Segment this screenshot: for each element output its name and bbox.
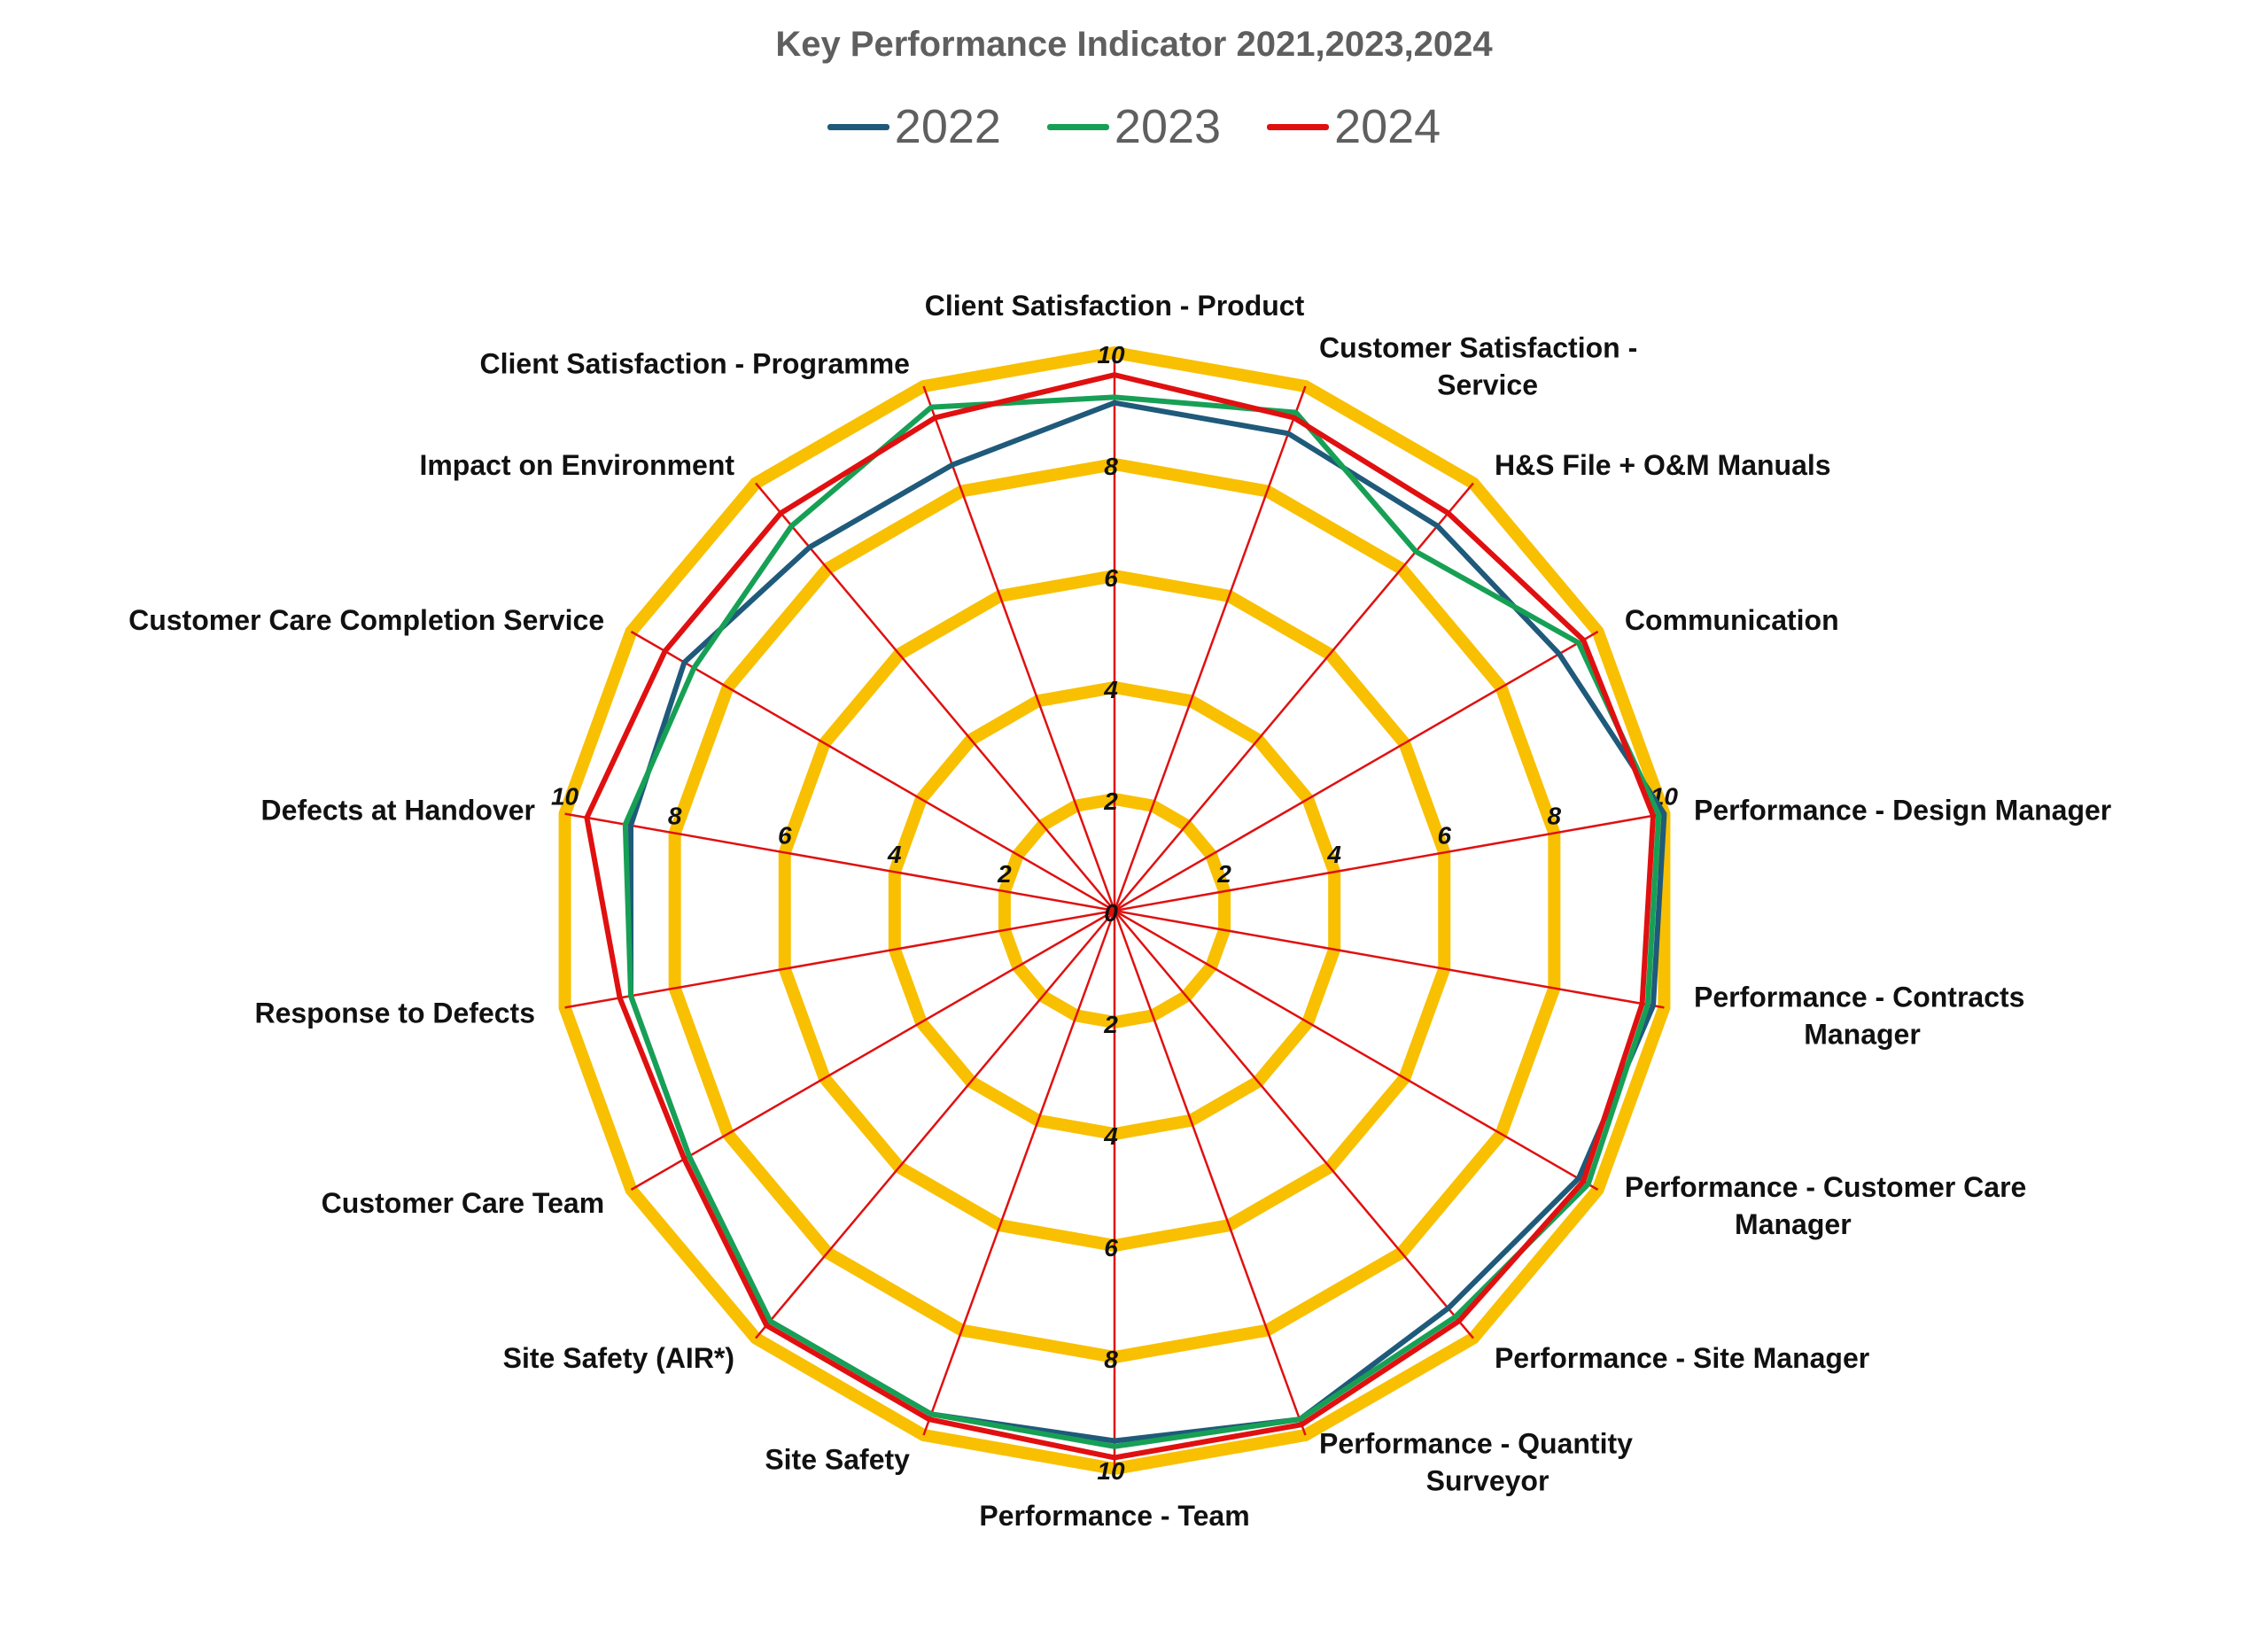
spoke-5 bbox=[1114, 909, 1665, 1009]
axis-label-0: Client Satisfaction - Product bbox=[925, 290, 1305, 322]
legend-item-2023[interactable]: 2023 bbox=[1046, 99, 1222, 154]
tick-label-axis14-10: 10 bbox=[551, 783, 579, 811]
series-line-2022[interactable] bbox=[628, 400, 1667, 1444]
axis-label-8: Performance - Quantity Surveyor bbox=[1319, 1427, 1633, 1496]
axis-label-3: Communication bbox=[1625, 604, 1839, 636]
spoke-6 bbox=[1114, 909, 1599, 1191]
tick-label-axis4-2: 2 bbox=[1216, 860, 1231, 888]
axis-label-5: Performance - Contracts Manager bbox=[1694, 981, 2024, 1050]
spoke-15 bbox=[630, 630, 1115, 912]
spoke-1 bbox=[1113, 385, 1307, 912]
chart-title: Key Performance Indicator 2021,2023,2024 bbox=[775, 25, 1493, 64]
axis-label-13: Response to Defects bbox=[254, 997, 535, 1028]
axis-label-14: Defects at Handover bbox=[261, 795, 535, 827]
legend-swatch-2023 bbox=[1046, 123, 1109, 130]
legend-swatch-2024 bbox=[1267, 123, 1330, 130]
spoke-8 bbox=[1113, 910, 1307, 1436]
axis-label-2: H&S File + O&M Manuals bbox=[1495, 449, 1831, 481]
legend-swatch-2022 bbox=[827, 123, 889, 130]
axis-label-9: Performance - Team bbox=[979, 1500, 1249, 1532]
tick-label-axis4-6: 6 bbox=[1437, 821, 1451, 849]
tick-label-axis4-4: 4 bbox=[1326, 841, 1341, 868]
tick-label-axis0-6: 6 bbox=[1104, 564, 1118, 592]
axis-label-1: Customer Satisfaction -Service bbox=[1319, 332, 1637, 401]
tick-label-axis14-8: 8 bbox=[668, 802, 682, 829]
tick-label-axis9-8: 8 bbox=[1104, 1346, 1118, 1373]
spoke-3 bbox=[1114, 630, 1599, 912]
spoke-14 bbox=[564, 812, 1115, 912]
legend-label-2024: 2024 bbox=[1334, 100, 1441, 153]
axis-label-7: Performance - Site Manager bbox=[1495, 1342, 1869, 1374]
spoke-2 bbox=[1114, 482, 1474, 912]
spoke-10 bbox=[922, 910, 1116, 1436]
series-line-2023[interactable] bbox=[622, 394, 1662, 1449]
axis-label-10: Site Safety bbox=[765, 1443, 910, 1475]
axis-label-12: Customer Care Team bbox=[322, 1187, 605, 1219]
spoke-4 bbox=[1114, 812, 1665, 912]
spoke-7 bbox=[1114, 910, 1474, 1339]
legend: 2022 2023 2024 bbox=[0, 99, 2268, 154]
spoke-17 bbox=[922, 385, 1116, 912]
tick-label-axis14-6: 6 bbox=[778, 821, 792, 849]
tick-label-axis9-2: 2 bbox=[1103, 1011, 1118, 1038]
spoke-12 bbox=[630, 909, 1115, 1191]
legend-label-2023: 2023 bbox=[1114, 100, 1222, 153]
spoke-16 bbox=[755, 482, 1115, 912]
tick-label-axis4-8: 8 bbox=[1548, 802, 1562, 829]
axis-label-6: Performance - Customer Care Manager bbox=[1625, 1171, 2026, 1240]
axis-label-4: Performance - Design Manager bbox=[1694, 795, 2111, 827]
tick-label-axis0-2: 2 bbox=[1103, 788, 1118, 815]
tick-label-axis0-0: 0 bbox=[1104, 899, 1118, 927]
spoke-11 bbox=[755, 910, 1115, 1339]
series-line-2024[interactable] bbox=[584, 372, 1657, 1461]
legend-item-2024[interactable]: 2024 bbox=[1267, 99, 1441, 154]
axis-label-16: Impact on Environment bbox=[419, 449, 734, 481]
tick-label-axis0-10: 10 bbox=[1097, 341, 1125, 369]
tick-label-axis0-8: 8 bbox=[1104, 453, 1118, 480]
axis-label-15: Customer Care Completion Service bbox=[128, 604, 604, 636]
legend-item-2022[interactable]: 2022 bbox=[827, 99, 1001, 154]
tick-label-axis9-4: 4 bbox=[1103, 1122, 1118, 1150]
tick-label-axis14-2: 2 bbox=[997, 860, 1012, 888]
axis-label-17: Client Satisfaction - Programme bbox=[480, 348, 910, 380]
tick-label-axis0-4: 4 bbox=[1103, 676, 1118, 703]
tick-label-axis9-6: 6 bbox=[1104, 1234, 1118, 1261]
legend-label-2022: 2022 bbox=[894, 100, 1001, 153]
axis-label-11: Site Safety (AIR*) bbox=[503, 1342, 734, 1374]
tick-label-axis9-10: 10 bbox=[1097, 1457, 1125, 1485]
tick-label-axis14-4: 4 bbox=[887, 841, 902, 868]
spoke-13 bbox=[564, 909, 1115, 1009]
